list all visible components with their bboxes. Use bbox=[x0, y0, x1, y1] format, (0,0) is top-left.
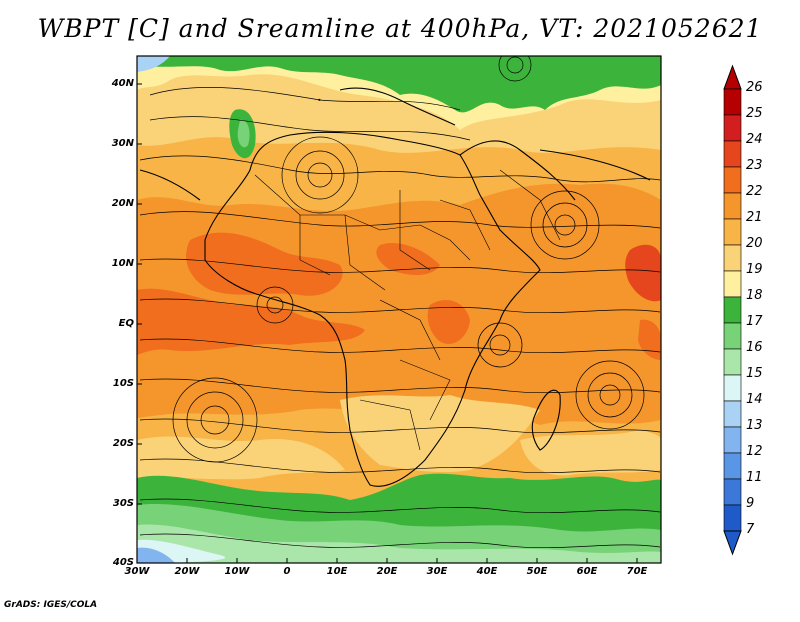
lon-label: 60E bbox=[576, 566, 598, 577]
colorbar-label: 12 bbox=[746, 444, 763, 459]
lat-label: 40S bbox=[112, 557, 134, 568]
colorbar-label: 14 bbox=[746, 392, 763, 407]
lon-label: 20W bbox=[174, 566, 200, 577]
colorbar-label: 22 bbox=[746, 184, 763, 199]
plot-frame bbox=[136, 55, 662, 564]
lat-label: 20S bbox=[112, 438, 134, 449]
credit-text: GrADS: IGES/COLA bbox=[4, 600, 98, 610]
lon-label: 30W bbox=[124, 566, 150, 577]
lat-label: 20N bbox=[111, 198, 134, 209]
colorbar-label: 25 bbox=[746, 106, 763, 121]
colorbar-cap-bottom bbox=[723, 530, 742, 556]
colorbar-cap-top bbox=[723, 64, 742, 90]
lat-label: EQ bbox=[118, 318, 134, 329]
lat-label: 10N bbox=[111, 258, 134, 269]
colorbar-label: 15 bbox=[746, 366, 763, 381]
colorbar-label: 20 bbox=[746, 236, 763, 251]
colorbar-label: 18 bbox=[746, 288, 763, 303]
lon-label: 20E bbox=[376, 566, 398, 577]
map-title: WBPT [C] and Sreamline at 400hPa, VT: 20… bbox=[37, 14, 763, 43]
wbpt-field bbox=[137, 56, 661, 563]
coastlines bbox=[139, 87, 651, 487]
lon-label: 0 bbox=[283, 566, 291, 577]
colorbar-label: 11 bbox=[746, 470, 763, 485]
colorbar bbox=[723, 64, 742, 556]
lon-label: 50E bbox=[526, 566, 548, 577]
streamlines bbox=[139, 56, 661, 549]
colorbar-label: 21 bbox=[746, 210, 763, 225]
lat-label: 30N bbox=[111, 138, 134, 149]
colorbar-label: 26 bbox=[746, 80, 763, 95]
colorbar-label: 19 bbox=[746, 262, 763, 277]
colorbar-label: 16 bbox=[746, 340, 763, 355]
country-borders bbox=[254, 169, 561, 451]
colorbar-label: 9 bbox=[746, 496, 755, 511]
colorbar-label: 17 bbox=[746, 314, 763, 329]
colorbar-label: 23 bbox=[746, 158, 763, 173]
axis-ticks bbox=[136, 83, 638, 564]
lon-label: 70E bbox=[626, 566, 648, 577]
lat-label: 10S bbox=[112, 378, 134, 389]
lon-label: 30E bbox=[426, 566, 448, 577]
lon-label: 10W bbox=[224, 566, 250, 577]
lat-label: 30S bbox=[112, 498, 134, 509]
lon-label: 40E bbox=[476, 566, 498, 577]
colorbar-label: 7 bbox=[746, 522, 755, 537]
colorbar-label: 13 bbox=[746, 418, 763, 433]
colorbar-label: 24 bbox=[746, 132, 763, 147]
lon-label: 10E bbox=[326, 566, 348, 577]
lat-label: 40N bbox=[111, 78, 134, 89]
